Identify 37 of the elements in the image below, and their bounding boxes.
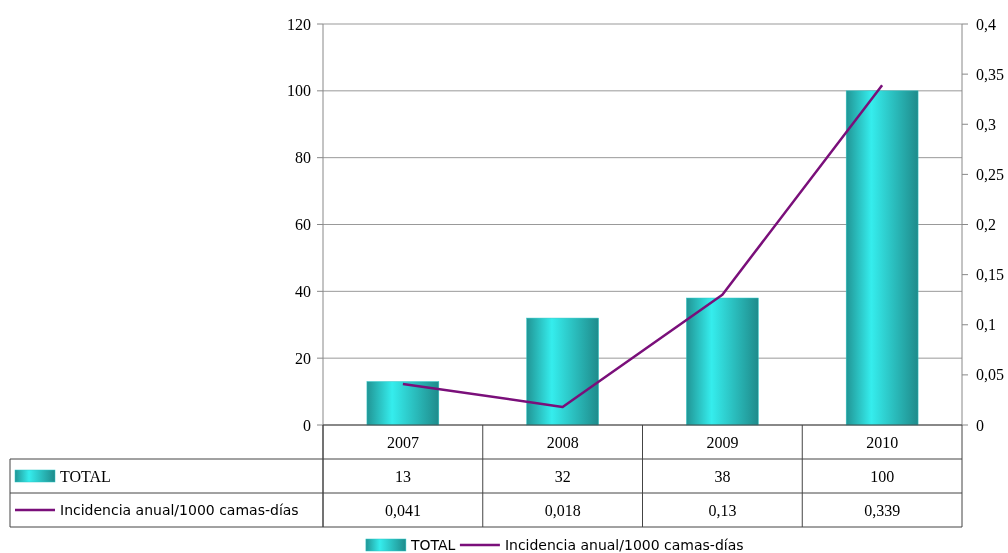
y-tick-label: 120 [287, 15, 311, 33]
data-label: 100 [870, 467, 895, 485]
y2-tick-label: 0,05 [976, 366, 1004, 384]
y2-tick-label: 0 [976, 416, 984, 434]
y2-tick-label: 0,1 [976, 316, 996, 334]
x-tick-label: 2009 [706, 433, 739, 451]
y-tick-label: 0 [303, 416, 311, 434]
y2-tick-label: 0,35 [976, 65, 1004, 83]
text: TOTAL [60, 467, 111, 485]
data-label: 0,339 [864, 501, 901, 519]
x-tick-label: 2008 [546, 433, 579, 451]
y2-tick-label: 0,2 [976, 216, 996, 234]
x-tick-label: 2007 [386, 433, 419, 451]
data-label: 0,018 [544, 501, 581, 519]
y-tick-label: 100 [287, 82, 311, 100]
y-tick-label: 60 [295, 216, 311, 234]
y2-tick-label: 0,3 [976, 115, 996, 133]
data-label: 0,13 [708, 501, 737, 519]
y-tick-label: 40 [295, 282, 311, 300]
y2-tick-label: 0,4 [976, 15, 996, 33]
bar [526, 317, 599, 426]
line-series [401, 83, 884, 409]
bar [686, 297, 759, 426]
legend-label: TOTAL [409, 536, 456, 553]
y-tick-label: 80 [295, 149, 311, 167]
x-tick-label: 2010 [866, 433, 899, 451]
y-tick-label: 20 [295, 349, 311, 367]
bar [366, 381, 440, 426]
y2-tick-label: 0,15 [976, 266, 1004, 284]
data-label: 0,041 [384, 501, 421, 519]
data-label: 38 [714, 467, 731, 485]
legend-label: Incidencia anual/1000 camas-días [504, 536, 744, 553]
y2-tick-label: 0,25 [976, 165, 1004, 183]
data-label: 13 [394, 467, 411, 485]
data-label: 32 [554, 467, 571, 485]
text: Incidencia anual/1000 camas-días [60, 501, 299, 518]
bar [845, 90, 919, 426]
